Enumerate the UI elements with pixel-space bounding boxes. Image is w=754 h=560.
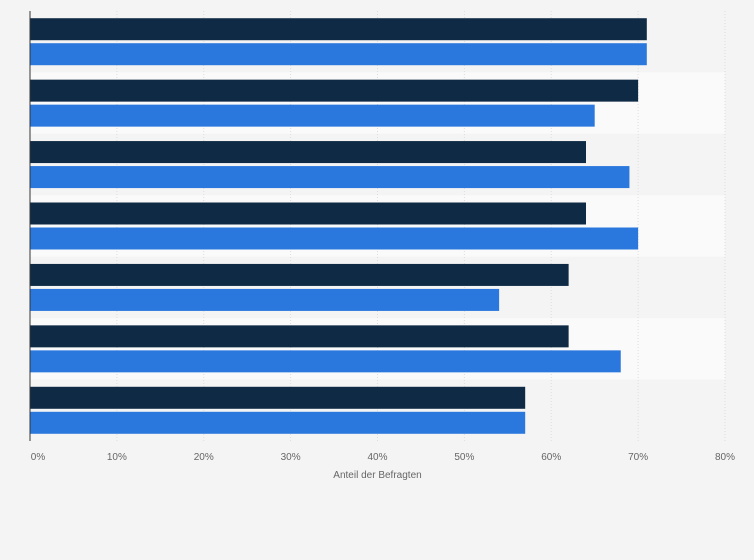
bar — [30, 18, 647, 41]
x-axis-ticks: 0% 10% 20% 30% 40% 50% 60% 70% 80% — [31, 452, 735, 463]
bars — [30, 18, 647, 434]
x-tick-label: 70% — [628, 452, 648, 463]
x-tick-label: 40% — [367, 452, 387, 463]
x-tick-label: 10% — [107, 452, 127, 463]
bar — [30, 79, 639, 102]
bar — [30, 288, 500, 311]
bar — [30, 104, 595, 127]
bar — [30, 411, 526, 434]
bar — [30, 350, 621, 373]
bar — [30, 227, 639, 250]
bar — [30, 325, 569, 348]
bar — [30, 386, 526, 409]
row-bands — [30, 11, 725, 441]
x-tick-label: 30% — [281, 452, 301, 463]
bar — [30, 166, 630, 189]
x-tick-label: 80% — [715, 452, 735, 463]
bar — [30, 202, 586, 225]
x-tick-label: 60% — [541, 452, 561, 463]
bar — [30, 43, 647, 66]
x-axis-title: Anteil der Befragten — [333, 470, 421, 481]
x-tick-label: 20% — [194, 452, 214, 463]
bar — [30, 263, 569, 286]
bar — [30, 141, 586, 164]
x-tick-label: 0% — [31, 452, 46, 463]
x-tick-label: 50% — [454, 452, 474, 463]
